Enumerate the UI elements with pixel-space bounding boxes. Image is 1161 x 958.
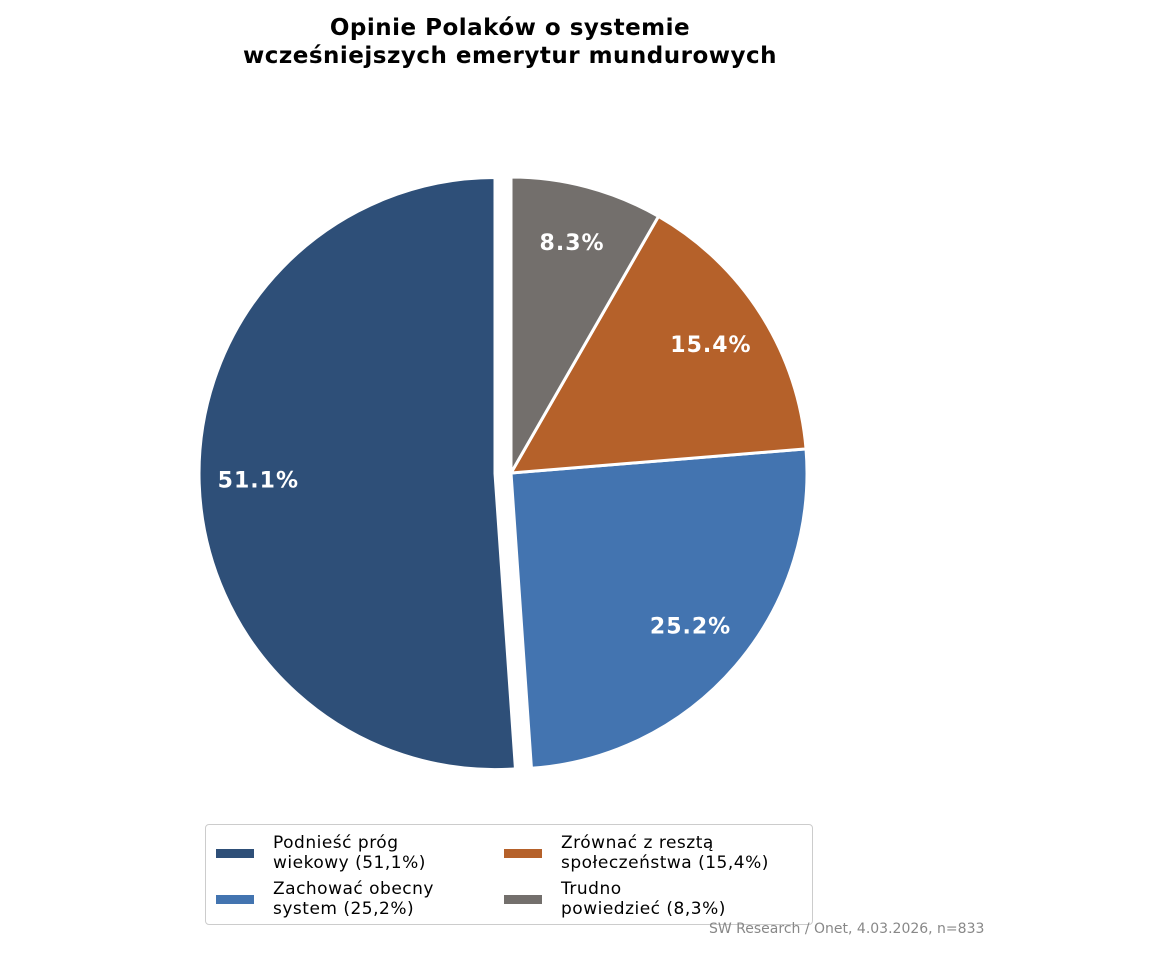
- value-label: 51.1%: [218, 469, 299, 494]
- value-label: 25.2%: [650, 614, 731, 639]
- legend-swatch: [216, 894, 254, 904]
- legend-swatch: [504, 848, 542, 858]
- legend-label: Zrównać z resztą społeczeństwa (15,4%): [561, 833, 769, 873]
- value-label: 8.3%: [540, 231, 605, 256]
- value-label: 15.4%: [670, 333, 751, 358]
- source-note: SW Research / Onet, 4.03.2026, n=833: [709, 921, 985, 937]
- legend-label: Podnieść próg wiekowy (51,1%): [273, 833, 426, 873]
- pie-slice: [509, 447, 809, 770]
- chart-title: Opinie Polaków o systemie wcześniejszych…: [242, 15, 778, 69]
- legend-swatch: [216, 848, 254, 858]
- legend-item: Zrównać z resztą społeczeństwa (15,4%): [504, 833, 769, 873]
- legend-item: Podnieść próg wiekowy (51,1%): [216, 833, 426, 873]
- legend-label: Trudno powiedzieć (8,3%): [561, 879, 726, 919]
- legend: Podnieść próg wiekowy (51,1%) Zachować ob…: [205, 824, 813, 925]
- pie-slice: [508, 214, 808, 475]
- pie-slice: [509, 175, 661, 479]
- legend-label: Zachować obecny system (25,2%): [273, 879, 434, 919]
- legend-item: Zachować obecny system (25,2%): [216, 879, 434, 919]
- legend-item: Trudno powiedzieć (8,3%): [504, 879, 726, 919]
- chart: 51.1% 25.2% 15.4% 8.3%: [197, 175, 809, 771]
- pie-slice: [197, 176, 518, 771]
- legend-swatch: [504, 894, 542, 904]
